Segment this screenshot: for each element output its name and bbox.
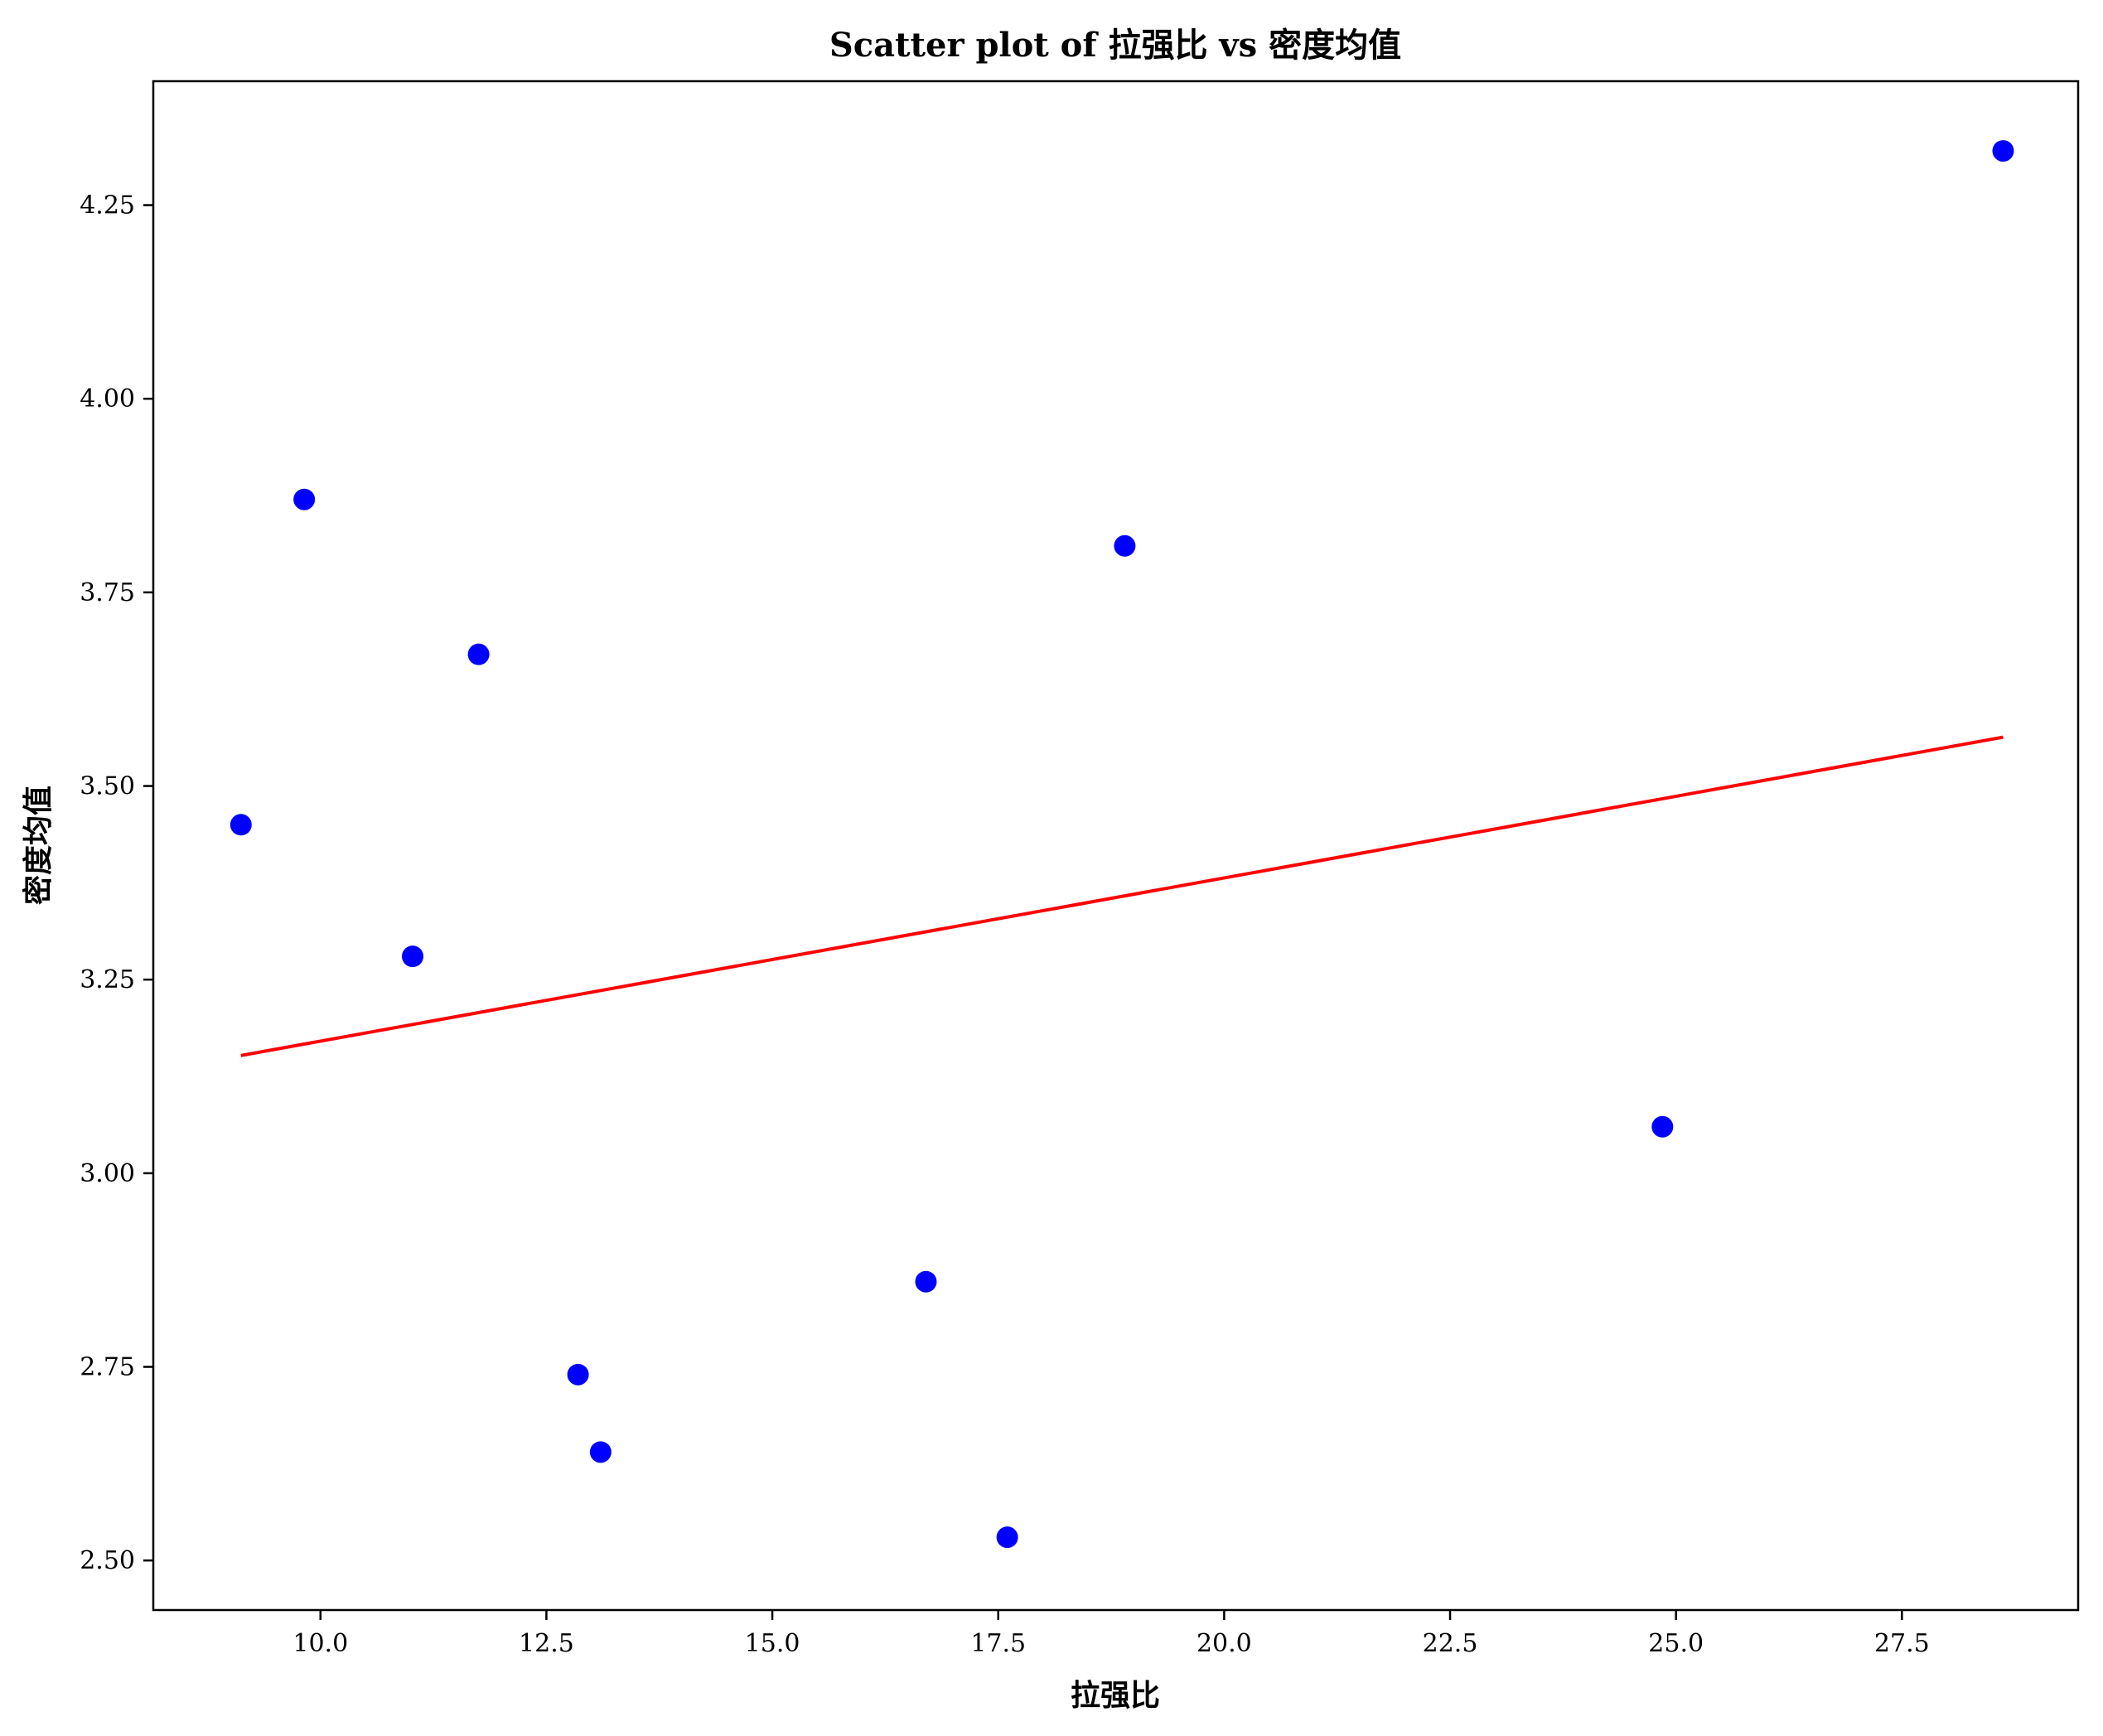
scatter-point: [1114, 534, 1136, 557]
x-axis-title: 拉强比: [1071, 1678, 1160, 1713]
x-tick-label: 22.5: [1423, 1629, 1478, 1658]
x-tick-label: 20.0: [1197, 1629, 1252, 1658]
y-tick-label: 4.00: [80, 384, 135, 413]
y-tick-label: 3.25: [80, 965, 135, 994]
scatter-point: [230, 814, 252, 836]
x-tick-label: 15.0: [745, 1629, 800, 1658]
x-tick-label: 10.0: [292, 1629, 348, 1658]
y-axis-ticks: 2.50 2.75 3.00 3.25 3.50 3.75 4.00 4.25: [80, 191, 153, 1575]
scatter-point: [996, 1526, 1018, 1549]
x-axis-ticks: 10.0 12.5 15.0 17.5 20.0 22.5 25.0 27.5: [292, 1610, 1930, 1658]
y-tick-label: 3.75: [80, 578, 135, 607]
y-axis-title: 密度均值: [21, 786, 56, 905]
scatter-point: [467, 643, 490, 665]
y-tick-label: 2.50: [80, 1546, 135, 1575]
plot-area-frame: [152, 80, 2080, 1612]
chart-title: Scatter plot of 拉强比 vs 密度均值: [829, 26, 1401, 65]
scatter-point: [589, 1441, 612, 1463]
scatter-point: [915, 1270, 937, 1293]
scatter-point: [402, 945, 424, 968]
scatter-point: [1992, 140, 2014, 162]
trend-line: [240, 735, 2004, 1057]
scatter-point: [1651, 1115, 1674, 1138]
chart-marks: [230, 140, 2014, 1549]
x-tick-label: 12.5: [519, 1629, 574, 1658]
x-tick-label: 17.5: [970, 1629, 1026, 1658]
y-tick-label: 3.50: [80, 772, 135, 801]
scatter-point: [567, 1363, 589, 1385]
y-tick-label: 4.25: [80, 191, 135, 220]
y-tick-label: 3.00: [80, 1159, 135, 1188]
scatter-point: [293, 488, 316, 510]
x-tick-label: 25.0: [1648, 1629, 1704, 1658]
x-tick-label: 27.5: [1874, 1629, 1930, 1658]
y-tick-label: 2.75: [80, 1353, 135, 1382]
